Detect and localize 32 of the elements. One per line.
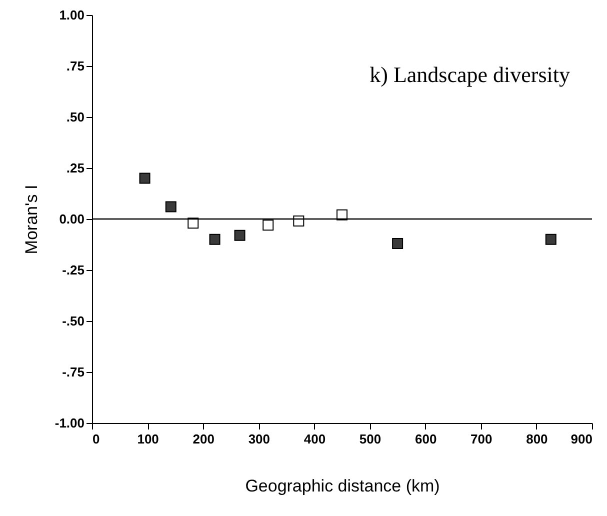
x-tick-label: 100 [137,432,159,446]
point [165,201,176,212]
x-tick-label: 0 [92,432,100,446]
point [234,230,246,241]
x-tick-label: 300 [248,432,270,446]
x-axis-title: Geographic distance (km) [245,476,440,496]
y-tick-label: 1.00 [59,8,84,22]
x-tick-label: 200 [192,432,214,446]
x-tick-label: 500 [359,432,382,446]
y-tick-label: -1.00 [54,416,84,430]
y-axis-title: Moran's I [22,184,41,254]
point [293,216,304,227]
x-tick-label: 700 [470,432,492,446]
point [262,220,274,231]
point [139,172,150,184]
annotation: k) Landscape diversity [370,62,570,87]
point [336,209,348,220]
y-tick-label: -.25 [62,262,84,278]
x-tick-label: 400 [304,432,326,446]
y-tick-label: .75 [66,58,84,74]
y-tick-label: .25 [66,160,84,176]
x-tick-label: 600 [414,432,437,446]
x-tick-label: 900 [570,432,592,446]
y-tick-label: 0.00 [59,212,84,226]
y-tick-label: -.75 [62,364,84,380]
point [545,234,556,245]
point [188,218,199,229]
point [209,234,220,245]
x-tick-label: 800 [526,432,548,446]
point [392,238,404,249]
y-tick-label: .50 [66,110,84,124]
y-tick-label: -.50 [62,314,84,328]
